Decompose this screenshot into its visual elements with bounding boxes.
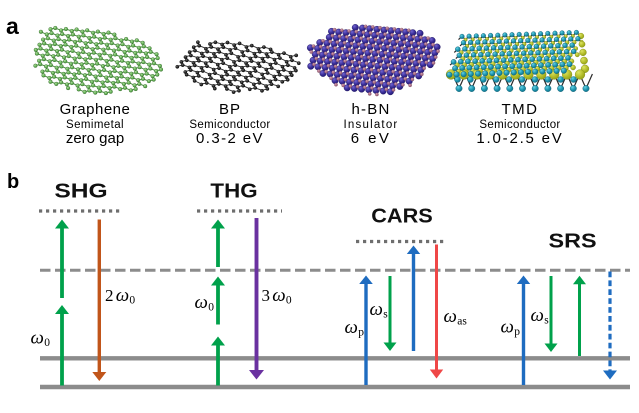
svg-text:3ω0: 3 ω0 <box>262 285 292 307</box>
svg-text:ω0: ω0 <box>31 328 51 350</box>
svg-text:ωp: ωp <box>501 317 521 339</box>
svg-text:SHG: SHG <box>54 179 107 202</box>
svg-text:THG: THG <box>210 179 257 202</box>
svg-text:ωs: ωs <box>370 299 389 321</box>
svg-text:ωs: ωs <box>531 305 550 327</box>
svg-text:ωas: ωas <box>444 306 468 328</box>
svg-text:ωp: ωp <box>345 317 365 339</box>
svg-text:2ω0: 2 ω0 <box>105 285 135 307</box>
svg-text:CARS: CARS <box>371 205 433 227</box>
svg-text:ω0: ω0 <box>195 292 215 314</box>
svg-text:SRS: SRS <box>548 229 596 252</box>
